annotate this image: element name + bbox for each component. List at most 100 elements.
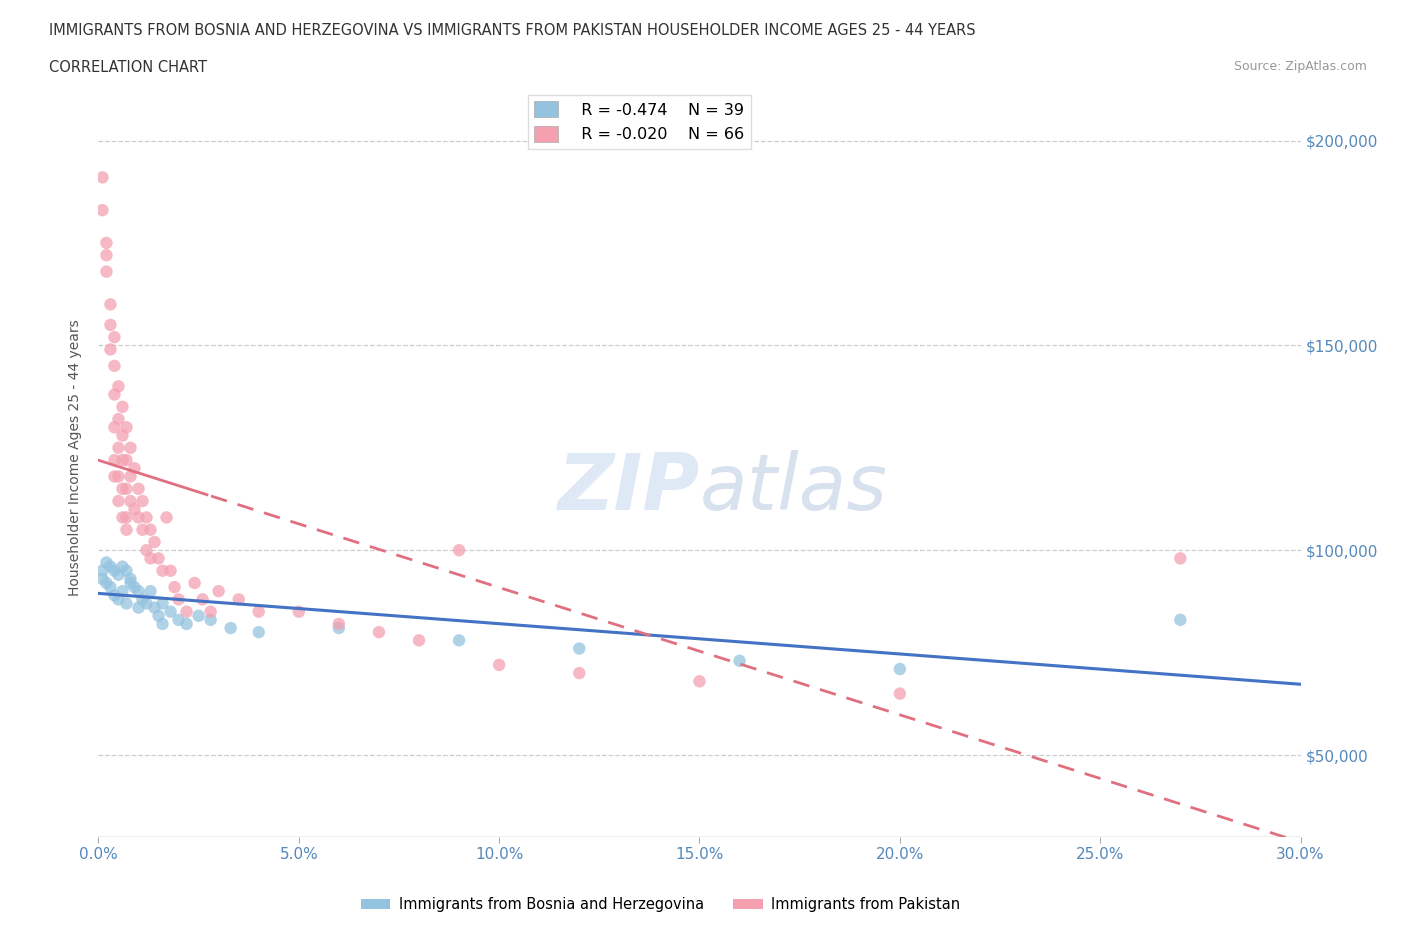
Point: [135, 510, 157, 525]
Point: [96, 235, 118, 250]
Point: [167, 613, 190, 628]
Point: [115, 510, 138, 525]
Point: [96, 555, 118, 570]
Point: [200, 604, 222, 619]
Point: [247, 604, 270, 619]
Point: [152, 564, 174, 578]
Point: [1170, 613, 1192, 628]
Point: [115, 419, 138, 434]
Point: [111, 584, 134, 599]
Text: Source: ZipAtlas.com: Source: ZipAtlas.com: [1233, 60, 1367, 73]
Point: [115, 564, 138, 578]
Point: [408, 633, 430, 648]
Point: [728, 654, 751, 669]
Point: [152, 617, 174, 631]
Point: [148, 608, 170, 623]
Point: [96, 264, 118, 279]
Point: [368, 625, 391, 640]
Point: [100, 297, 122, 312]
Point: [689, 674, 711, 689]
Point: [135, 543, 157, 558]
Point: [128, 584, 150, 599]
Text: IMMIGRANTS FROM BOSNIA AND HERZEGOVINA VS IMMIGRANTS FROM PAKISTAN HOUSEHOLDER I: IMMIGRANTS FROM BOSNIA AND HERZEGOVINA V…: [49, 23, 976, 38]
Point: [143, 535, 166, 550]
Point: [103, 358, 125, 373]
Point: [167, 591, 190, 606]
Text: CORRELATION CHART: CORRELATION CHART: [49, 60, 207, 75]
Point: [120, 469, 142, 484]
Point: [131, 494, 153, 509]
Point: [96, 576, 118, 591]
Point: [103, 387, 125, 402]
Point: [187, 608, 209, 623]
Point: [107, 412, 129, 427]
Point: [111, 399, 134, 414]
Point: [103, 453, 125, 468]
Y-axis label: Householder Income Ages 25 - 44 years: Householder Income Ages 25 - 44 years: [69, 320, 83, 596]
Point: [139, 523, 162, 538]
Point: [103, 419, 125, 434]
Point: [191, 591, 214, 606]
Point: [124, 579, 146, 594]
Point: [91, 203, 114, 218]
Point: [107, 440, 129, 455]
Point: [159, 564, 181, 578]
Point: [131, 523, 153, 538]
Point: [107, 469, 129, 484]
Point: [115, 523, 138, 538]
Point: [115, 453, 138, 468]
Point: [111, 453, 134, 468]
Point: [100, 317, 122, 332]
Point: [447, 633, 470, 648]
Point: [111, 510, 134, 525]
Point: [107, 567, 129, 582]
Point: [135, 596, 157, 611]
Point: [447, 543, 470, 558]
Point: [107, 494, 129, 509]
Point: [568, 641, 591, 656]
Point: [200, 613, 222, 628]
Point: [120, 494, 142, 509]
Point: [889, 661, 911, 676]
Point: [155, 510, 177, 525]
Point: [128, 510, 150, 525]
Point: [328, 620, 350, 635]
Point: [219, 620, 242, 635]
Point: [107, 591, 129, 606]
Point: [111, 428, 134, 443]
Text: atlas: atlas: [700, 450, 887, 526]
Point: [176, 604, 198, 619]
Point: [247, 625, 270, 640]
Point: [228, 591, 250, 606]
Point: [107, 379, 129, 393]
Point: [152, 596, 174, 611]
Point: [91, 571, 114, 586]
Point: [159, 604, 181, 619]
Point: [103, 330, 125, 345]
Point: [100, 342, 122, 357]
Point: [124, 502, 146, 517]
Point: [128, 482, 150, 497]
Point: [91, 170, 114, 185]
Legend: Immigrants from Bosnia and Herzegovina, Immigrants from Pakistan: Immigrants from Bosnia and Herzegovina, …: [356, 891, 966, 918]
Point: [103, 564, 125, 578]
Point: [120, 576, 142, 591]
Point: [163, 579, 186, 594]
Point: [183, 576, 205, 591]
Point: [131, 591, 153, 606]
Point: [124, 461, 146, 476]
Text: ZIP: ZIP: [557, 450, 700, 526]
Point: [100, 559, 122, 574]
Point: [115, 596, 138, 611]
Legend:   R = -0.474    N = 39,   R = -0.020    N = 66: R = -0.474 N = 39, R = -0.020 N = 66: [529, 95, 751, 149]
Point: [91, 564, 114, 578]
Point: [1170, 551, 1192, 565]
Point: [128, 600, 150, 615]
Point: [103, 588, 125, 603]
Point: [100, 579, 122, 594]
Point: [111, 482, 134, 497]
Point: [139, 551, 162, 565]
Point: [889, 686, 911, 701]
Point: [288, 604, 311, 619]
Point: [568, 666, 591, 681]
